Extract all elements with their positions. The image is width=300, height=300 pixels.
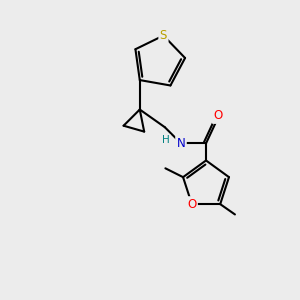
Text: N: N (177, 137, 185, 150)
Text: O: O (187, 198, 196, 211)
Text: O: O (213, 110, 222, 122)
Text: S: S (160, 29, 167, 42)
Text: H: H (162, 135, 170, 146)
